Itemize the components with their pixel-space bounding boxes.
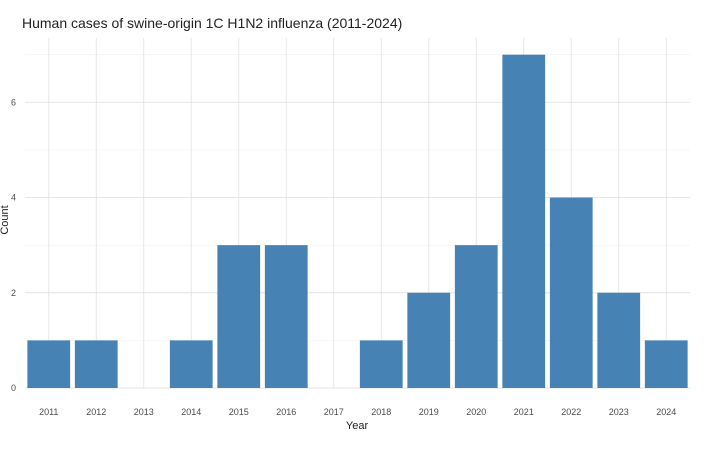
bar-2024 xyxy=(644,340,688,388)
bar-2016 xyxy=(264,245,308,388)
y-tick-label: 6 xyxy=(11,97,16,107)
x-tick-label: 2021 xyxy=(514,407,534,417)
bar-2022 xyxy=(549,197,593,388)
x-tick-label: 2023 xyxy=(609,407,629,417)
x-tick-label: 2024 xyxy=(656,407,676,417)
x-tick-label: 2015 xyxy=(229,407,249,417)
bar-2014 xyxy=(169,340,213,388)
x-tick-label: 2018 xyxy=(371,407,391,417)
y-tick-label: 4 xyxy=(11,193,16,203)
bar-2018 xyxy=(359,340,403,388)
x-tick-label: 2016 xyxy=(276,407,296,417)
x-tick-label: 2013 xyxy=(134,407,154,417)
x-tick-label: 2014 xyxy=(181,407,201,417)
bar-2015 xyxy=(217,245,261,388)
y-tick-label: 2 xyxy=(11,288,16,298)
bar-2023 xyxy=(597,292,641,388)
y-axis-ticks: 0 2 4 6 xyxy=(11,97,16,393)
bar-2020 xyxy=(454,245,498,388)
x-tick-label: 2020 xyxy=(466,407,486,417)
x-tick-label: 2012 xyxy=(86,407,106,417)
bar-2019 xyxy=(407,292,451,388)
chart-title: Human cases of swine-origin 1C H1N2 infl… xyxy=(22,15,402,31)
x-axis-ticks: 2011 2012 2013 2014 2015 2016 2017 2018 2019 2020… xyxy=(39,407,676,417)
x-axis-label: Year xyxy=(346,420,369,432)
y-axis-label: Count xyxy=(0,205,11,234)
x-tick-label: 2011 xyxy=(39,407,58,417)
x-tick-label: 2019 xyxy=(419,407,439,417)
bar-2012 xyxy=(74,340,118,388)
y-tick-label: 0 xyxy=(11,383,16,393)
x-tick-label: 2017 xyxy=(324,407,344,417)
bar-2011 xyxy=(27,340,71,388)
bars xyxy=(27,54,688,389)
bar-2021 xyxy=(502,54,546,389)
x-tick-label: 2022 xyxy=(561,407,581,417)
